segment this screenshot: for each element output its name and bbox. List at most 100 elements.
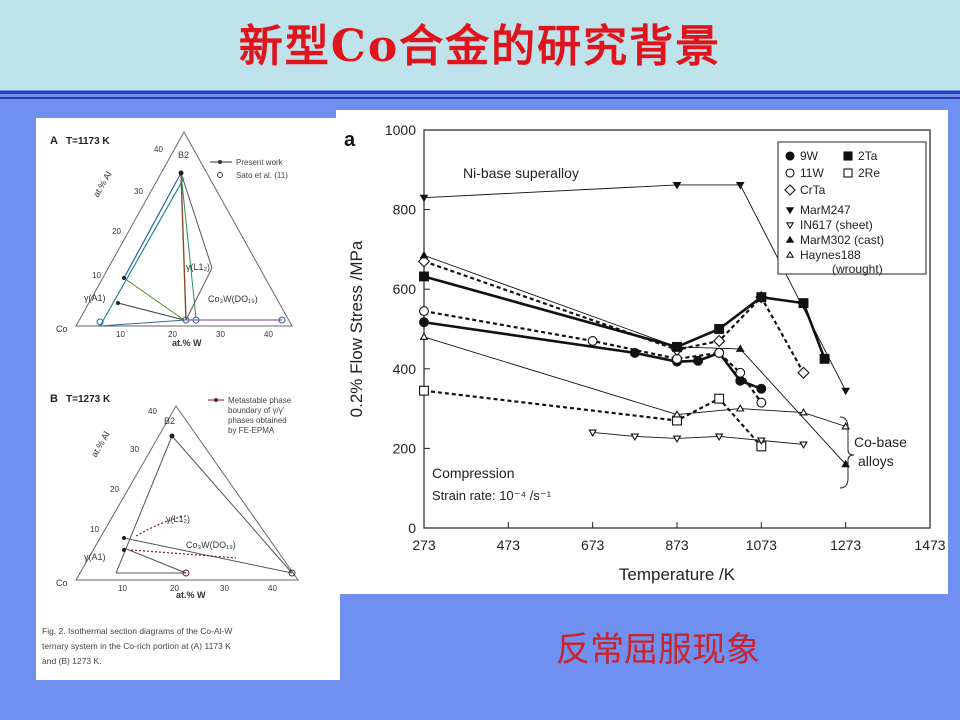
series-2re — [419, 385, 767, 452]
series-line — [423, 389, 763, 448]
x-ticks: 273 473 673 873 1073 1273 1473 — [412, 522, 946, 553]
data-point — [841, 422, 851, 430]
data-point — [417, 255, 431, 268]
data-point — [587, 335, 598, 346]
diagram-a-tick-bottom-20: 20 — [168, 330, 177, 339]
title-bar: 新型Co合金的研究背景 — [0, 0, 960, 90]
data-point — [714, 347, 725, 358]
legend-label: IN617 (sheet) — [800, 218, 873, 232]
x-tick-label-1273: 1273 — [830, 537, 861, 553]
phase-diagrams-svg: A T=1173 K Present work Sato et al. — [42, 130, 299, 666]
data-point — [419, 194, 429, 203]
x-tick-label-673: 673 — [581, 537, 605, 553]
x-tick-label-873: 873 — [665, 537, 689, 553]
data-point — [712, 334, 726, 348]
diagram-b-y-axis: at.% Al — [89, 430, 112, 459]
diagram-a-tick-bottom-40: 40 — [264, 330, 273, 339]
diagram-a-phase-gamma-prime: γ(L1₂) — [186, 262, 210, 272]
diagram-b-corner: Co — [56, 578, 68, 588]
legend-marker — [785, 235, 795, 243]
data-point — [735, 367, 746, 378]
phase-diagram-panel: A T=1173 K Present work Sato et al. — [36, 118, 340, 680]
fig-caption-line-1: Fig. 2. Isothermal section diagrams of t… — [42, 626, 232, 636]
diagram-b-tick-bottom-10: 10 — [118, 584, 127, 593]
diagram-b-legend-3: phases obtained — [228, 416, 287, 425]
data-point — [714, 324, 725, 334]
co-base-bracket — [839, 416, 855, 489]
legend-label: MarM247 — [800, 203, 851, 217]
legend-label: 2Ta — [858, 149, 878, 163]
annotation-alloys: alloys — [858, 453, 894, 469]
y-tick-label-800: 800 — [393, 202, 417, 218]
diagram-a-tick-left-30: 30 — [134, 187, 143, 196]
y-tick-label-200: 200 — [393, 440, 417, 456]
legend-label: MarM302 (cast) — [800, 233, 884, 247]
data-point — [735, 344, 745, 352]
legend-box — [777, 141, 927, 275]
annotation-strain-rate: Strain rate: 10⁻⁴ /s⁻¹ — [432, 488, 552, 503]
phase-diagram-b: B T=1273 K Metastable phase boundary of … — [50, 393, 299, 600]
data-point — [756, 383, 767, 394]
legend-label-wrought: (wrought) — [832, 262, 883, 276]
annotation-co-base: Co-base — [854, 434, 907, 450]
legend-marker — [843, 151, 853, 161]
diagram-b-tick-bottom-20: 20 — [170, 584, 179, 593]
data-point — [672, 181, 682, 190]
series-11w — [419, 306, 767, 408]
diagram-a-phase-co3w: Co₃W(DO₁₉) — [208, 294, 258, 304]
diagram-a-legend-2: Sato et al. (11) — [236, 171, 288, 180]
legend-marker — [785, 207, 795, 215]
diagram-b-tick-bottom-30: 30 — [220, 584, 229, 593]
header-divider-thin — [0, 97, 960, 99]
data-point — [630, 433, 640, 441]
data-point — [714, 393, 725, 404]
data-point — [735, 404, 745, 412]
data-point — [693, 355, 704, 366]
annotation-compression: Compression — [432, 465, 514, 481]
legend-marker — [785, 222, 795, 230]
data-point — [419, 317, 429, 328]
x-axis-label: Temperature /K — [619, 565, 736, 584]
y-tick-label-1000: 1000 — [385, 122, 416, 138]
legend-marker — [785, 151, 795, 161]
diagram-b-tick-left-40: 40 — [148, 407, 157, 416]
fig-caption-line-3: and (B) 1273 K. — [42, 656, 102, 666]
diagram-a-condition: T=1173 K — [66, 136, 110, 147]
data-point — [756, 397, 767, 408]
data-point — [629, 347, 640, 358]
legend-marker — [784, 184, 796, 196]
header-divider — [0, 91, 960, 94]
data-point — [799, 441, 808, 449]
flow-stress-chart: a 273 473 673 873 1073 1273 1473 0 200 400 600 800… — [344, 122, 946, 584]
series-line — [423, 254, 846, 465]
diagram-a-corner: Co — [56, 324, 68, 334]
diagram-b-phase-gamma: γ(A1) — [84, 552, 106, 562]
data-point — [672, 342, 682, 350]
y-tick-label-0: 0 — [408, 520, 416, 536]
diagram-a-tick-bottom-30: 30 — [216, 330, 225, 339]
series-9w — [419, 317, 767, 394]
y-tick-label-600: 600 — [393, 281, 417, 297]
series-marm302-cast- — [419, 250, 851, 468]
phase-diagram-a: A T=1173 K Present work Sato et al. — [50, 130, 293, 348]
diagram-b-tick-left-30: 30 — [130, 445, 139, 454]
x-tick-label-1473: 1473 — [914, 537, 945, 553]
diagram-b-legend-4: by FE-EPMA — [228, 426, 275, 435]
diagram-b-x-axis: at.% W — [176, 590, 206, 600]
legend-marker — [785, 250, 795, 258]
diagram-a-legend-1: Present work — [236, 158, 284, 167]
legend-label: 11W — [800, 166, 824, 180]
legend-marker — [843, 168, 853, 178]
series-in617-sheet- — [588, 429, 808, 449]
y-axis-label: 0.2% Flow Stress /MPa — [347, 240, 366, 417]
diagram-a-label: A — [50, 135, 58, 147]
data-point — [419, 271, 429, 282]
diagram-b-phase-b2: B2 — [164, 416, 175, 426]
y-tick-label-400: 400 — [393, 361, 417, 377]
diagram-b-condition: T=1273 K — [66, 394, 111, 405]
series-group — [417, 181, 851, 468]
series-line — [423, 310, 763, 404]
x-tick-label-1073: 1073 — [746, 537, 777, 553]
diagram-a-tick-bottom-10: 10 — [116, 330, 125, 339]
